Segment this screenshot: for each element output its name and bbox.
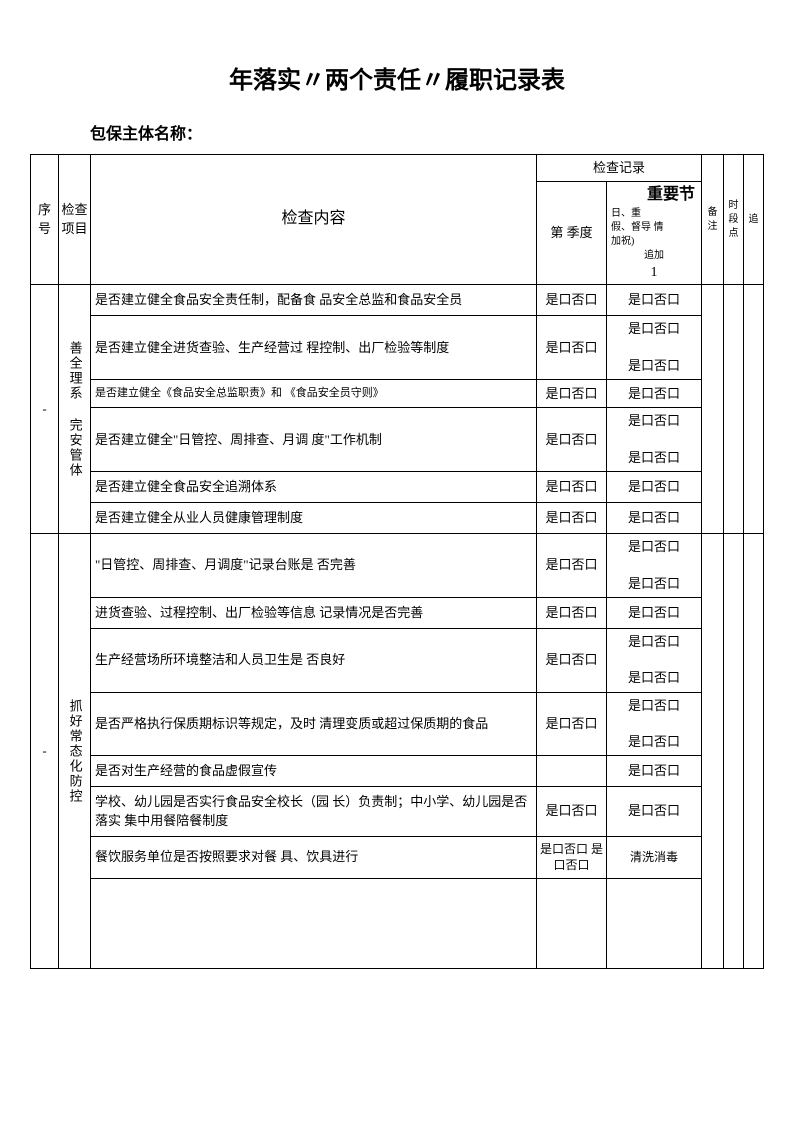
key-cell: 是口否口是口否口 [606,692,701,756]
content-cell: 是否严格执行保质期标识等规定，及时 清理变质或超过保质期的食品 [91,692,537,756]
key-cell: 是口否口是口否口 [606,534,701,598]
header-quarter: 第 季度 [536,182,606,285]
table-row: 学校、幼儿园是否实行食品安全校长（园 长）负责制；中小学、幼儿园是否落实 集中用… [31,787,764,836]
content-cell: 生产经营场所环境整洁和人员卫生是 否良好 [91,629,537,693]
note-cell [702,534,724,969]
q-cell: 是口否口 [536,503,606,534]
key-cell: 是口否口是口否口 [606,316,701,380]
q-cell [536,879,606,969]
q-cell [536,756,606,787]
table-row: - 抓好常态化防控 "日管控、周排查、月调度"记录台账是 否完善 是口否口 是口… [31,534,764,598]
table-row: 餐饮服务单位是否按照要求对餐 具、饮具进行 是口否口 是口否口 清洗消毒 [31,836,764,879]
q-cell: 是口否口 [536,534,606,598]
table-row: - 善全理系 完安管体 是否建立健全食品安全责任制，配备食 品安全总监和食品安全… [31,285,764,316]
seq-cell-1: - [31,285,59,534]
key-cell: 是口否口是口否口 [606,629,701,693]
table-row: 是否建立健全"日管控、周排查、月调 度"工作机制 是口否口 是口否口是口否口 [31,408,764,472]
q-cell: 是口否口 [536,316,606,380]
key-cell: 是口否口 [606,379,701,407]
content-cell: 是否建立健全食品安全追溯体系 [91,471,537,502]
project-cell-1: 善全理系 完安管体 [59,285,91,534]
content-cell: 是否建立健全进货查验、生产经营过 程控制、出厂检验等制度 [91,316,537,380]
table-row: 是否建立健全《食品安全总监职责》和 《食品安全员守则》 是口否口 是口否口 [31,379,764,407]
content-cell [91,879,537,969]
header-row-1: 序号 检查项目 检查内容 检查记录 备注 时段 点 追 [31,155,764,182]
key-cell: 是口否口是口否口 [606,408,701,472]
q-cell: 是口否口 [536,379,606,407]
header-time: 时段 点 [724,155,744,285]
table-row: 生产经营场所环境整洁和人员卫生是 否良好 是口否口 是口否口是口否口 [31,629,764,693]
content-cell: 进货查验、过程控制、出厂检验等信息 记录情况是否完善 [91,597,537,628]
q-cell: 是口否口 是口否口 [536,836,606,879]
table-row: 是否严格执行保质期标识等规定，及时 清理变质或超过保质期的食品 是口否口 是口否… [31,692,764,756]
table-row [31,879,764,969]
track-cell [744,285,764,534]
header-content: 检查内容 [91,155,537,285]
header-track: 追 [744,155,764,285]
key-cell: 是口否口 [606,787,701,836]
time-cell [724,534,744,969]
header-project: 检查项目 [59,155,91,285]
header-note: 备注 [702,155,724,285]
table-row: 进货查验、过程控制、出厂检验等信息 记录情况是否完善 是口否口 是口否口 [31,597,764,628]
table-row: 是否建立健全进货查验、生产经营过 程控制、出厂检验等制度 是口否口 是口否口是口… [31,316,764,380]
content-cell: 餐饮服务单位是否按照要求对餐 具、饮具进行 [91,836,537,879]
key-cell: 是口否口 [606,285,701,316]
content-cell: "日管控、周排查、月调度"记录台账是 否完善 [91,534,537,598]
table-row: 是否建立健全食品安全追溯体系 是口否口 是口否口 [31,471,764,502]
main-table: 序号 检查项目 检查内容 检查记录 备注 时段 点 追 第 季度 重要节 日、重… [30,154,764,969]
header-seq: 序号 [31,155,59,285]
content-cell: 是否建立健全食品安全责任制，配备食 品安全总监和食品安全员 [91,285,537,316]
project-cell-2: 抓好常态化防控 [59,534,91,969]
q-cell: 是口否口 [536,471,606,502]
key-cell: 是口否口 [606,471,701,502]
header-keynode: 重要节 日、重 假、督导 情 加祝) 追加 1 [606,182,701,285]
key-cell: 是口否口 [606,756,701,787]
content-cell: 学校、幼儿园是否实行食品安全校长（园 长）负责制；中小学、幼儿园是否落实 集中用… [91,787,537,836]
content-cell: 是否建立健全"日管控、周排查、月调 度"工作机制 [91,408,537,472]
header-record-group: 检查记录 [536,155,701,182]
table-row: 是否对生产经营的食品虚假宣传 是口否口 [31,756,764,787]
key-cell: 清洗消毒 [606,836,701,879]
q-cell: 是口否口 [536,787,606,836]
page-title: 年落实〃两个责任〃履职记录表 [30,60,764,95]
q-cell: 是口否口 [536,629,606,693]
content-cell: 是否建立健全从业人员健康管理制度 [91,503,537,534]
seq-cell-2: - [31,534,59,969]
q-cell: 是口否口 [536,597,606,628]
time-cell [724,285,744,534]
content-cell: 是否建立健全《食品安全总监职责》和 《食品安全员守则》 [91,379,537,407]
key-cell: 是口否口 [606,503,701,534]
q-cell: 是口否口 [536,692,606,756]
track-cell [744,534,764,969]
subtitle-label: 包保主体名称： [90,120,764,144]
content-cell: 是否对生产经营的食品虚假宣传 [91,756,537,787]
table-row: 是否建立健全从业人员健康管理制度 是口否口 是口否口 [31,503,764,534]
key-cell [606,879,701,969]
q-cell: 是口否口 [536,408,606,472]
note-cell [702,285,724,534]
key-cell: 是口否口 [606,597,701,628]
q-cell: 是口否口 [536,285,606,316]
